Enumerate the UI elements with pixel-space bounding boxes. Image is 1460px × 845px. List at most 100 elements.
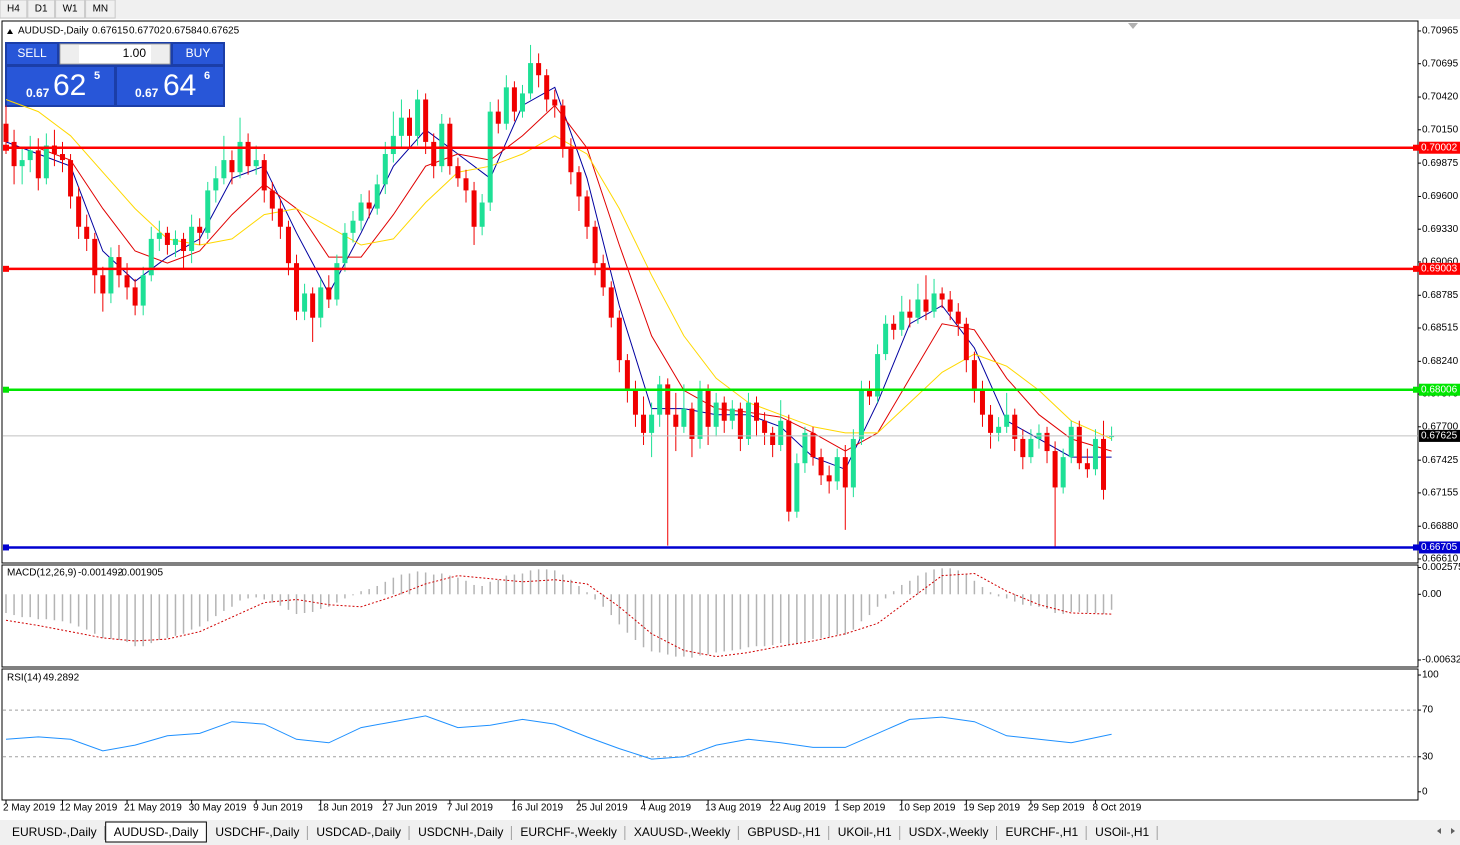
symbol-tab[interactable]: USDCHF-,Daily <box>207 824 308 842</box>
symbol-tab-bg[interactable] <box>4 824 105 842</box>
symbol-tab-bg[interactable] <box>308 824 410 842</box>
level-handle[interactable] <box>1413 144 1419 151</box>
candle-body <box>59 154 65 161</box>
period-button-bg[interactable] <box>55 0 86 19</box>
candle-body <box>245 141 251 167</box>
level-handle[interactable] <box>3 386 9 393</box>
ask-prefix[interactable]: 0.67 <box>135 86 159 100</box>
symbol-tab-bg[interactable] <box>829 824 900 842</box>
sell-button[interactable] <box>7 44 57 64</box>
symbol-tab-bg[interactable] <box>1087 824 1158 842</box>
symbol-tab[interactable]: USDX-,Weekly <box>900 824 997 842</box>
symbol-tab-bg[interactable] <box>512 824 625 842</box>
macd-signal <box>5 572 1112 658</box>
symbol-tab[interactable]: GBPUSD-,H1 <box>739 824 830 842</box>
symbol-tab-label[interactable]: USDCHF-,Daily <box>215 825 299 839</box>
bid-big[interactable]: 62 <box>53 69 86 102</box>
ask-big[interactable]: 64 <box>163 69 196 102</box>
period-label[interactable]: MN <box>93 4 109 15</box>
symbol-tab-bg[interactable] <box>997 824 1087 842</box>
period-label[interactable]: W1 <box>63 4 78 15</box>
symbol-tab-bg[interactable] <box>625 824 739 842</box>
candle-body <box>1020 438 1026 458</box>
ask-box[interactable] <box>117 67 223 105</box>
trade-panel: SELL 1.00 BUY 0.67 62 5 0.67 64 6 <box>5 42 225 107</box>
bid-box[interactable] <box>7 67 114 105</box>
symbol-tab[interactable]: UKOil-,H1 <box>829 824 901 842</box>
candle-body <box>269 190 275 209</box>
scroll-left[interactable] <box>1437 828 1441 834</box>
scroll-right[interactable] <box>1451 828 1455 834</box>
buy-button[interactable] <box>173 44 223 64</box>
candle-body <box>398 117 404 136</box>
symbol-tab-bg[interactable] <box>207 824 308 842</box>
candle-body <box>1052 451 1058 488</box>
period-label[interactable]: D1 <box>35 4 48 15</box>
candle-body <box>19 160 25 167</box>
symbol-tab-bg[interactable] <box>410 824 512 842</box>
symbol-tab-label[interactable]: XAUUSD-,Weekly <box>634 825 730 839</box>
symbol-tab-bg[interactable] <box>900 824 997 842</box>
candle-body <box>818 457 824 476</box>
level-handle[interactable] <box>3 544 9 551</box>
lot-down[interactable] <box>61 45 79 63</box>
symbol-tab-bg[interactable] <box>105 821 207 843</box>
candle-body <box>156 232 162 239</box>
candle-body <box>237 141 243 173</box>
period-button-bg[interactable] <box>85 0 116 19</box>
period-button[interactable]: MN <box>85 0 116 19</box>
y-tick-label: 100 <box>1422 670 1439 681</box>
sell-label[interactable]: SELL <box>17 46 47 60</box>
symbol-tab-label[interactable]: EURUSD-,Daily <box>12 825 97 839</box>
period-button-bg[interactable] <box>27 0 56 19</box>
period-button[interactable]: H4 <box>0 0 28 19</box>
level-handle[interactable] <box>3 265 9 272</box>
symbol-tab[interactable]: USDCNH-,Daily <box>410 824 512 842</box>
candle-body <box>778 420 784 446</box>
symbol-tab-label[interactable]: USDX-,Weekly <box>909 825 989 839</box>
symbol-tab-label[interactable]: GBPUSD-,H1 <box>747 825 821 839</box>
level-handle[interactable] <box>1413 386 1419 393</box>
symbol-tab[interactable]: EURCHF-,Weekly <box>512 824 626 842</box>
symbol-tab-label[interactable]: AUDUSD-,Daily <box>114 825 199 839</box>
candle-body <box>939 293 945 300</box>
ohlc-open: 0.67615 <box>92 26 129 37</box>
symbol-tab-label[interactable]: UKOil-,H1 <box>838 825 892 839</box>
period-button[interactable]: W1 <box>55 0 86 19</box>
bid-small[interactable]: 5 <box>94 70 100 82</box>
level-price-label: 0.66705 <box>1421 542 1458 553</box>
period-button-bg[interactable] <box>0 0 28 19</box>
lot-value[interactable]: 1.00 <box>123 46 147 60</box>
candle-body <box>84 226 90 239</box>
lot-up[interactable] <box>151 45 169 63</box>
period-button[interactable]: D1 <box>27 0 56 19</box>
symbol-tab-label[interactable]: USDCNH-,Daily <box>418 825 503 839</box>
rsi-panel <box>1 668 1419 801</box>
level-handle[interactable] <box>1413 265 1419 272</box>
symbol-tab-label[interactable]: USOil-,H1 <box>1095 825 1149 839</box>
symbol-tab-label[interactable]: EURCHF-,Weekly <box>520 825 616 839</box>
symbol-tab-label[interactable]: EURCHF-,H1 <box>1006 825 1079 839</box>
lot-input[interactable] <box>59 43 171 65</box>
ask-small[interactable]: 6 <box>204 70 210 82</box>
period-label[interactable]: H4 <box>7 4 20 15</box>
symbol-tab-bg[interactable] <box>739 824 829 842</box>
buy-label[interactable]: BUY <box>186 46 211 60</box>
candle-body <box>826 475 832 482</box>
symbol-tab[interactable]: AUDUSD-,Daily <box>105 821 207 843</box>
candle-body <box>447 123 453 167</box>
bid-prefix[interactable]: 0.67 <box>26 86 50 100</box>
candle-body <box>334 263 340 300</box>
symbol-tab[interactable]: USOil-,H1 <box>1087 824 1158 842</box>
x-tick-label: 4 Aug 2019 <box>641 803 692 814</box>
symbol-tab[interactable]: EURUSD-,Daily <box>4 824 106 842</box>
symbol-tab[interactable]: EURCHF-,H1 <box>997 824 1087 842</box>
symbol-tab[interactable]: USDCAD-,Daily <box>308 824 410 842</box>
symbol-tab[interactable]: XAUUSD-,Weekly <box>625 824 739 842</box>
candle-body <box>754 402 760 421</box>
level-handle[interactable] <box>3 144 9 151</box>
level-handle[interactable] <box>1413 544 1419 551</box>
candle-body <box>1028 438 1034 458</box>
symbol-tab-label[interactable]: USDCAD-,Daily <box>316 825 401 839</box>
